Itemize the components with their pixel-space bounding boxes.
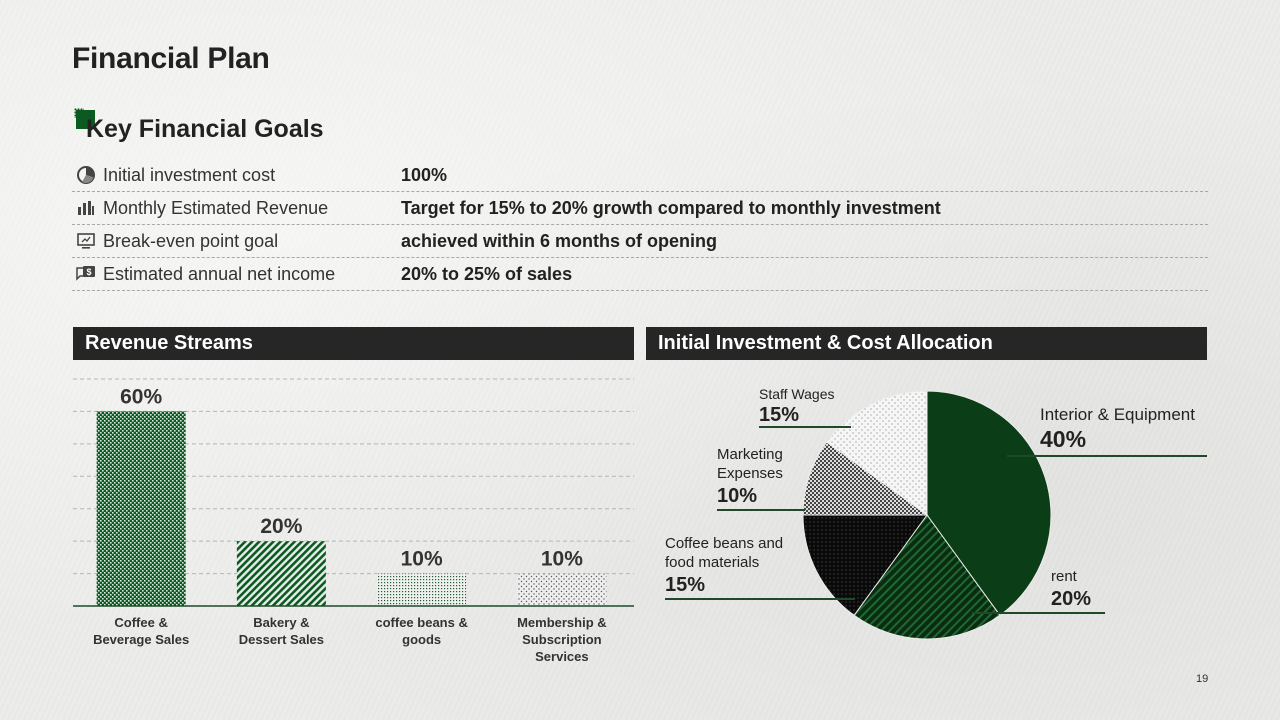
pie-slice-label: Staff Wages (759, 386, 834, 402)
goals-heading: Key Financial Goals (86, 115, 324, 143)
revenue-streams-header: Revenue Streams (73, 327, 634, 360)
goal-row: $ Estimated annual net income 20% to 25%… (72, 258, 1208, 291)
bar-category-label: coffee beans & goods (375, 615, 467, 647)
goal-value: 20% to 25% of sales (401, 263, 573, 284)
pie-value-label: 15% (665, 574, 705, 596)
bar-value-label: 10% (401, 548, 443, 571)
pie-slice-label: Marketing Expenses (717, 446, 783, 482)
bar-value-label: 20% (260, 515, 302, 538)
bar-series (96, 411, 607, 606)
goal-value: 100% (401, 164, 448, 185)
goal-label: Estimated annual net income (103, 263, 336, 284)
bar-value-label: 10% (541, 548, 583, 571)
goal-label: Monthly Estimated Revenue (103, 197, 329, 218)
investment-allocation-header: Initial Investment & Cost Allocation (646, 327, 1207, 360)
pie-slice-label: Coffee beans and food materials (665, 535, 783, 571)
bar (96, 411, 186, 606)
svg-text:$: $ (86, 267, 91, 277)
pie-slice (853, 514, 1001, 640)
bar-chart-icon (75, 198, 97, 218)
bar-value-labels: 60% 20% 10% 10% (120, 385, 583, 570)
pie-slice (802, 441, 929, 516)
goal-row: Break-even point goal achieved within 6 … (72, 225, 1208, 258)
bar (377, 573, 467, 606)
page-number: 19 (1196, 673, 1209, 685)
pie-slice (802, 514, 928, 617)
pie-slice (926, 390, 1052, 617)
pie-labels: Interior & Equipment 40% rent 20% Coffee bea… (665, 386, 1195, 610)
goal-row: Monthly Estimated Revenue Target for 15%… (72, 192, 1208, 225)
bar (517, 573, 607, 606)
goal-label: Break-even point goal (103, 230, 279, 251)
pie-value-label: 40% (1040, 426, 1086, 452)
goal-row: Initial investment cost 100% (72, 159, 1208, 192)
goal-label: Initial investment cost (103, 164, 276, 185)
goal-value: Target for 15% to 20% growth compared to… (401, 197, 941, 218)
pie-slices (802, 390, 1052, 640)
section-marker (74, 108, 95, 129)
pie-leader-lines (665, 426, 1207, 614)
dollar-chat-icon: $ (75, 264, 97, 284)
pie-slice-label: Interior & Equipment (1040, 405, 1195, 424)
goal-value: achieved within 6 months of opening (401, 230, 718, 251)
bar-category-label: Membership & Subscription Services (517, 615, 607, 664)
pie-chart-icon (75, 165, 97, 185)
pie-value-label: 20% (1051, 588, 1091, 610)
bar-value-label: 60% (120, 385, 162, 408)
pie-value-label: 10% (717, 485, 757, 507)
page-title: Financial Plan (72, 42, 270, 75)
pie-value-label: 15% (759, 404, 799, 426)
bar-category-label: Bakery & Dessert Sales (239, 615, 324, 647)
pie-slice-label: rent (1051, 568, 1078, 585)
bar-category-label: Coffee & Beverage Sales (93, 615, 189, 647)
goals-table: Initial investment cost 100% Monthly Est… (72, 159, 1208, 291)
bar (236, 541, 326, 606)
pie-slice (825, 390, 928, 516)
monitor-icon (75, 231, 97, 251)
bar-category-labels: Coffee & Beverage Sales Bakery & Dessert Sa… (93, 615, 607, 664)
